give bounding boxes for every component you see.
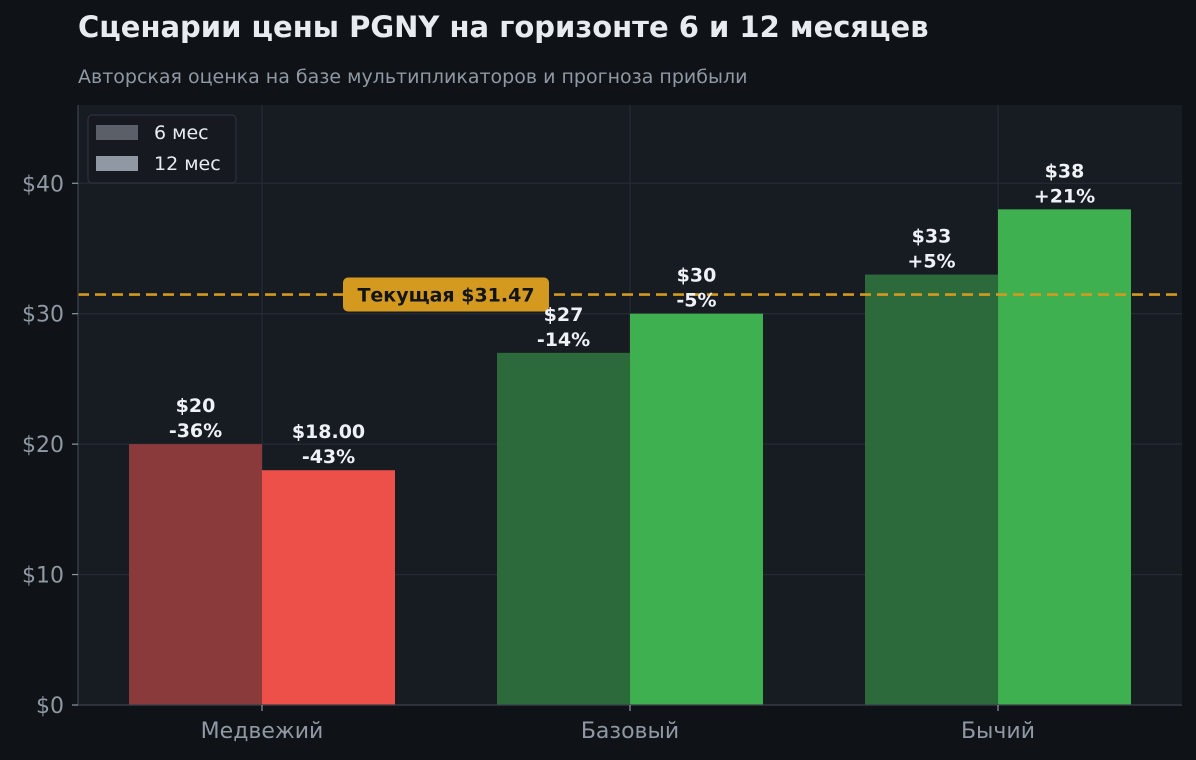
bar-label-price: $27 (544, 304, 584, 326)
y-tick-label: $20 (22, 433, 64, 458)
legend: 6 мес 12 мес (87, 114, 237, 184)
bar-labels: $20 -36%$27 -14%$33 +5%$18.00 -43%$30 -5%$38 +… (169, 160, 1095, 468)
axes: $0 $10 $20 $30 $40 Медвежий Базовый Бычий (22, 105, 1182, 744)
bar-6m-2 (865, 274, 998, 705)
bar-label-change: +5% (907, 251, 955, 273)
bar-12m-0 (262, 470, 395, 705)
bars (129, 209, 1131, 705)
y-tick-label: $0 (36, 694, 64, 719)
y-tick-label: $10 (22, 564, 64, 589)
legend-swatch-6m (96, 125, 138, 140)
bar-label-12m-2: $38 +21% (1034, 160, 1095, 207)
bar-label-12m-0: $18.00 -43% (292, 421, 365, 468)
reference-label-box (343, 277, 549, 312)
legend-label-12m: 12 мес (154, 153, 221, 175)
bar-6m-1 (497, 352, 630, 705)
bar-label-change: -36% (169, 420, 222, 442)
bar-label-price: $18.00 (292, 421, 365, 443)
x-tick-label: Базовый (581, 719, 679, 744)
bar-label-12m-1: $30 -5% (676, 265, 716, 312)
reference-label: Текущая $31.47 (357, 285, 534, 307)
y-tick-label: $30 (22, 303, 64, 328)
bar-label-change: -14% (537, 329, 590, 351)
x-tick-label: Бычий (961, 719, 1035, 744)
bar-label-6m-1: $27 -14% (537, 304, 590, 351)
bar-label-change: -5% (676, 290, 716, 312)
bar-12m-1 (630, 313, 763, 705)
bar-label-price: $20 (176, 395, 216, 417)
bar-label-price: $33 (912, 226, 952, 248)
legend-label-6m: 6 мес (154, 122, 209, 144)
reference-line-group: Текущая $31.47 (78, 277, 1182, 312)
bar-12m-2 (998, 209, 1131, 705)
legend-swatch-12m (96, 156, 138, 171)
bar-label-6m-0: $20 -36% (169, 395, 222, 442)
chart-subtitle: Авторская оценка на базе мультипликаторо… (78, 66, 748, 88)
bar-label-6m-2: $33 +5% (907, 226, 955, 273)
bar-label-change: -43% (302, 446, 355, 468)
x-tick-label: Медвежий (201, 719, 324, 744)
bar-6m-0 (129, 444, 262, 705)
y-tick-label: $40 (22, 172, 64, 197)
chart-title: Сценарии цены PGNY на горизонте 6 и 12 м… (78, 10, 929, 44)
bar-label-price: $38 (1045, 160, 1085, 182)
bar-label-price: $30 (677, 265, 717, 287)
bar-label-change: +21% (1034, 185, 1095, 207)
